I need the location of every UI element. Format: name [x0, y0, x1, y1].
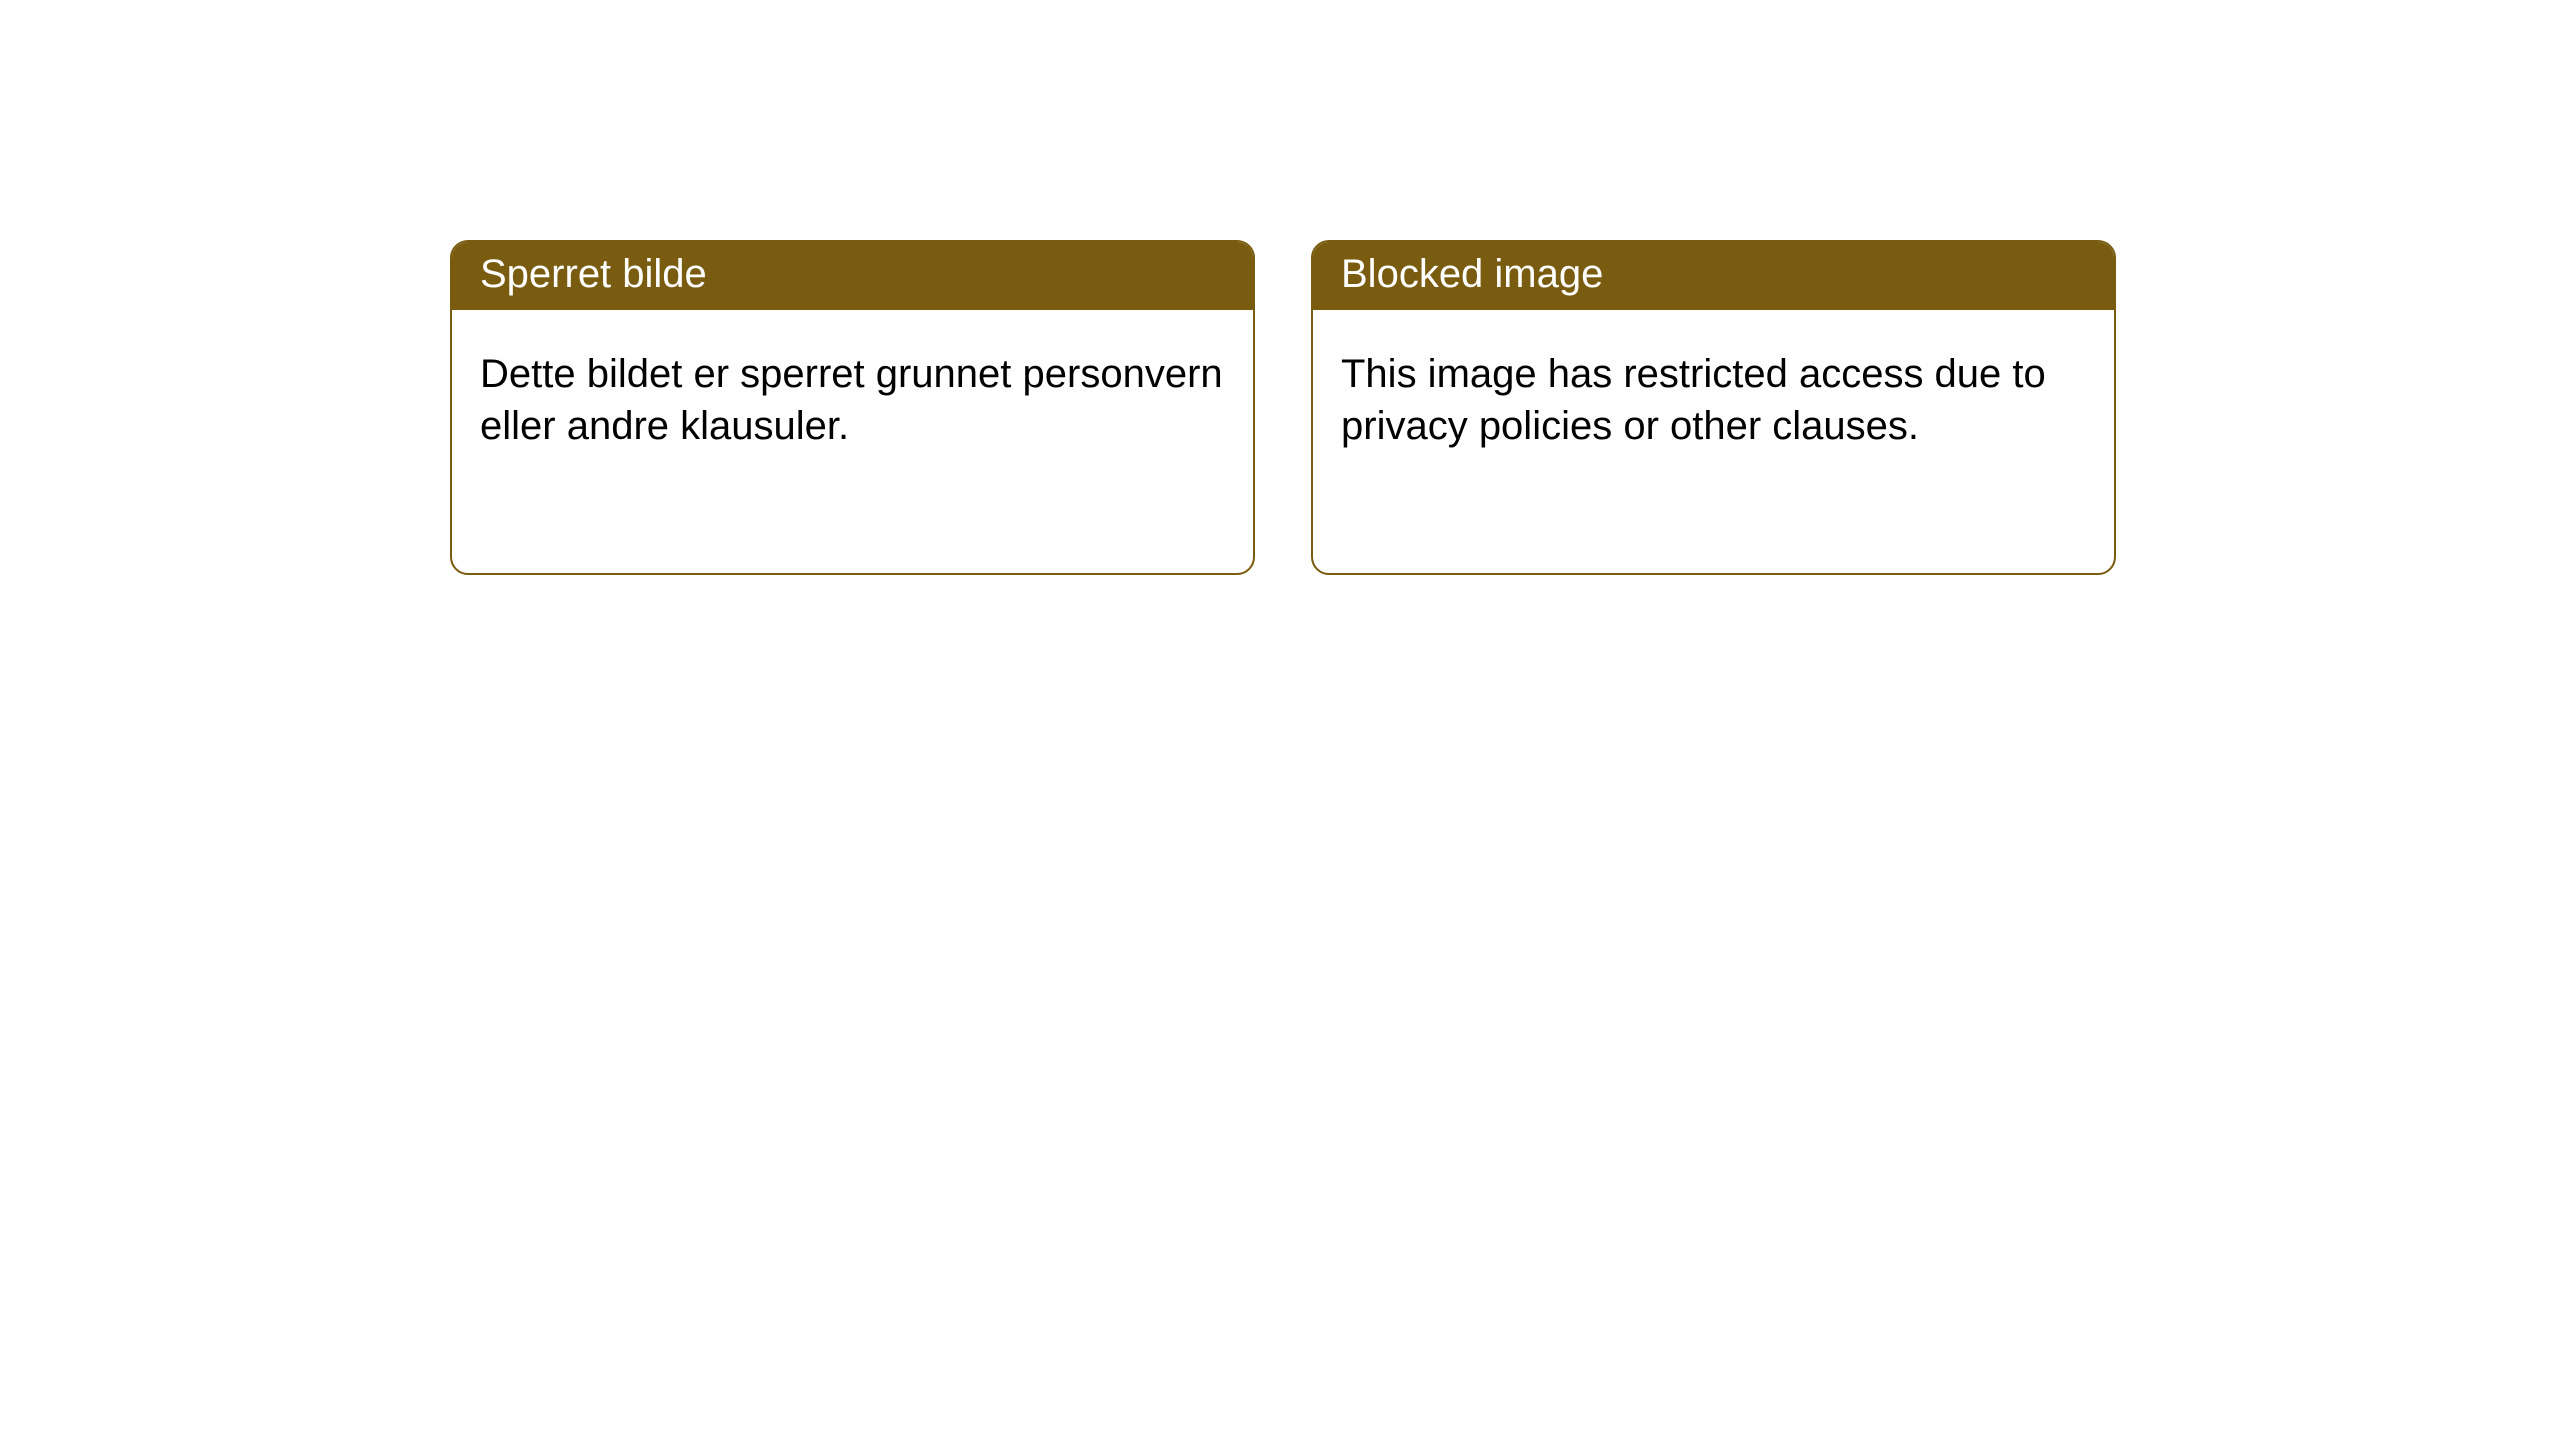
- notice-body: This image has restricted access due to …: [1313, 310, 2114, 480]
- notice-title: Sperret bilde: [452, 242, 1253, 310]
- notice-card-english: Blocked image This image has restricted …: [1311, 240, 2116, 575]
- notice-card-norwegian: Sperret bilde Dette bildet er sperret gr…: [450, 240, 1255, 575]
- notice-title: Blocked image: [1313, 242, 2114, 310]
- notice-container: Sperret bilde Dette bildet er sperret gr…: [0, 0, 2560, 575]
- notice-body: Dette bildet er sperret grunnet personve…: [452, 310, 1253, 480]
